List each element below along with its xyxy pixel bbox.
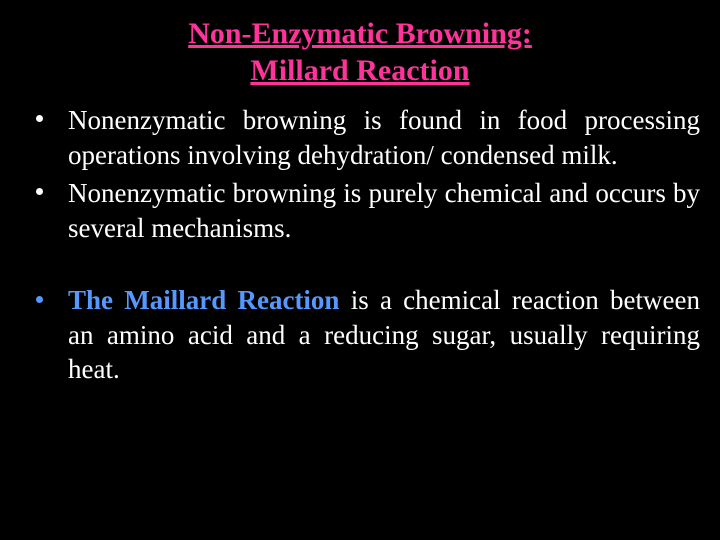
bullet-text: The Maillard Reaction is a chemical reac… — [68, 283, 700, 387]
bullet-dot-icon — [36, 188, 43, 195]
bullet-prefix: Nonenzymatic browning is found in food p… — [68, 105, 700, 170]
bullet-list: Nonenzymatic browning is found in food p… — [20, 103, 700, 387]
bullet-text: Nonenzymatic browning is purely chemical… — [68, 176, 700, 245]
bullet-item: Nonenzymatic browning is purely chemical… — [20, 176, 700, 245]
bullet-item: Nonenzymatic browning is found in food p… — [20, 103, 700, 172]
bullet-dot-icon — [36, 296, 43, 303]
bullet-text: Nonenzymatic browning is found in food p… — [68, 103, 700, 172]
bullet-prefix: Nonenzymatic browning is purely chemical… — [68, 178, 700, 243]
slide-title-line2: Millard Reaction — [250, 54, 469, 87]
bullet-highlight: The Maillard Reaction — [68, 285, 339, 315]
slide-title-line1: Non-Enzymatic Browning: — [188, 17, 532, 50]
bullet-gap — [20, 249, 700, 279]
bullet-dot-icon — [36, 115, 43, 122]
slide-title: Non-Enzymatic Browning: Millard Reaction — [20, 16, 700, 89]
bullet-item: The Maillard Reaction is a chemical reac… — [20, 283, 700, 387]
